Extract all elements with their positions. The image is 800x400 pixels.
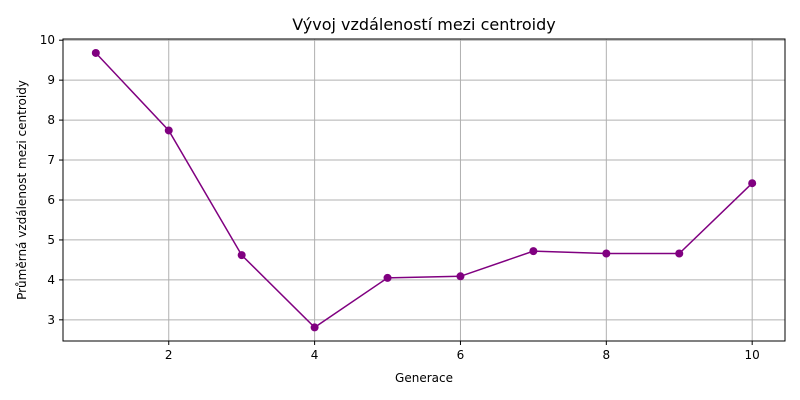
y-tick-label: 3 — [47, 313, 55, 327]
x-tick-label: 4 — [311, 348, 319, 362]
x-tick-label: 10 — [745, 348, 760, 362]
chart-title: Vývoj vzdáleností mezi centroidy — [292, 15, 555, 34]
data-point — [383, 273, 392, 282]
x-tick-label: 6 — [457, 348, 465, 362]
grid — [63, 39, 785, 341]
ticks: 2 4 6 8 10 3 4 5 6 7 8 9 10 — [40, 33, 760, 362]
x-tick-label: 8 — [603, 348, 611, 362]
series-line — [95, 52, 753, 329]
y-tick-label: 8 — [47, 113, 55, 127]
y-tick-label: 5 — [47, 233, 55, 247]
y-tick-label: 4 — [47, 273, 55, 287]
y-tick-label: 6 — [47, 193, 55, 207]
data-point — [164, 126, 173, 135]
plot-area-frame — [62, 38, 786, 342]
series-layer — [91, 48, 757, 332]
data-point — [310, 323, 319, 332]
data-point — [456, 272, 465, 281]
data-point — [675, 249, 684, 258]
data-point — [529, 247, 538, 256]
data-point — [91, 48, 100, 57]
y-tick-label: 10 — [40, 33, 55, 47]
y-axis-title: Průměrná vzdálenost mezi centroidy — [15, 80, 29, 300]
y-tick-label: 7 — [47, 153, 55, 167]
data-point — [602, 249, 611, 258]
data-point — [237, 251, 246, 260]
x-tick-label: 2 — [165, 348, 173, 362]
x-axis-title: Generace — [395, 371, 453, 385]
y-tick-label: 9 — [47, 73, 55, 87]
data-point — [748, 179, 757, 188]
